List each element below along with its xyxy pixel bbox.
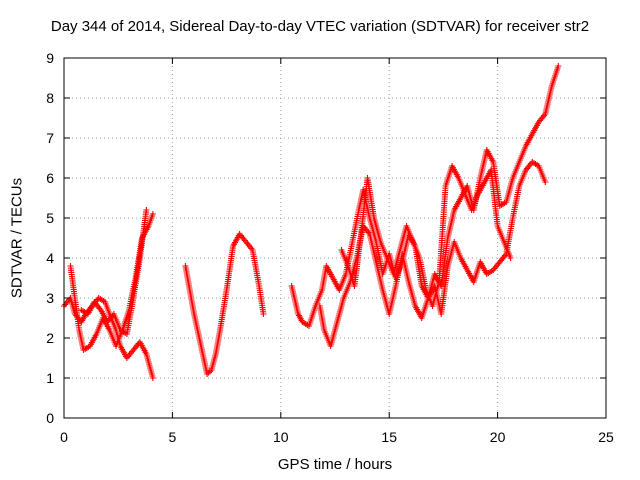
x-axis-label: GPS time / hours: [277, 456, 393, 473]
y-tick-label: 4: [46, 250, 54, 266]
y-tick-label: 5: [46, 210, 54, 226]
x-tick-label: 0: [60, 429, 68, 445]
y-tick-label: 8: [46, 90, 54, 106]
chart-title: Day 344 of 2014, Sidereal Day-to-day VTE…: [50, 18, 590, 35]
y-axis-label: SDTVAR / TECUs: [8, 177, 26, 299]
y-tick-label: 3: [46, 290, 54, 306]
series-curve_c: [78, 207, 150, 337]
data-point: [205, 369, 212, 376]
data-point: [542, 179, 549, 185]
y-tick-label: 9: [46, 50, 54, 66]
x-tick-label: 10: [273, 429, 289, 445]
data-point: [204, 371, 211, 377]
x-tick-label: 5: [169, 429, 177, 445]
data-point: [149, 375, 156, 381]
y-tick-label: 2: [46, 330, 54, 346]
data-point: [206, 368, 213, 375]
grid-lines: [64, 58, 606, 418]
y-tick-label: 1: [46, 370, 54, 386]
data-point: [143, 207, 150, 213]
data-point: [555, 63, 562, 69]
y-tick-label: 6: [46, 170, 54, 186]
data-point: [149, 211, 156, 217]
series-curve_d: [182, 231, 267, 377]
x-tick-label: 20: [490, 429, 506, 445]
data-points: [61, 63, 562, 381]
series-curve_g: [338, 163, 514, 309]
y-tick-label: 0: [46, 410, 54, 426]
data-point: [507, 255, 514, 261]
series-curve_e: [288, 63, 562, 329]
data-point: [260, 311, 267, 317]
plot-frame: [63, 57, 607, 419]
axis-ticks: 0 5 10 15 20 25 0 1 2 3 4 5 6 7 8 9: [46, 50, 614, 445]
x-tick-label: 25: [598, 429, 614, 445]
series-curve_f: [316, 159, 549, 349]
y-tick-label: 7: [46, 130, 54, 146]
x-tick-label: 15: [381, 429, 397, 445]
